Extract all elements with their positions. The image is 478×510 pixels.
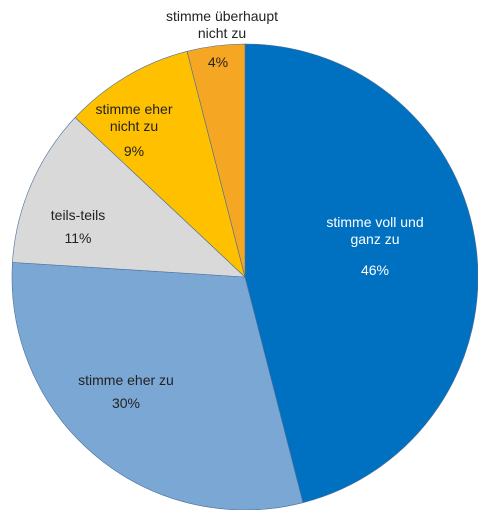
slice-label: stimme eher nicht zu [95,101,173,134]
pie-slice [186,43,246,278]
value-label: 30% [111,395,141,411]
pie-slice [244,43,478,504]
value-label: 4% [207,54,229,70]
slice-label: stimme eher zu [78,372,174,388]
pie-slice [74,50,246,278]
slice-label: stimme voll und ganz zu [326,214,424,247]
value-label: 9% [123,143,145,159]
slice-label: teils-teils [50,207,106,223]
value-label: 11% [64,230,92,246]
pie-slice [12,117,246,278]
slice-label: stimme überhaupt nicht zu [165,8,279,41]
value-label: 46% [360,262,390,278]
